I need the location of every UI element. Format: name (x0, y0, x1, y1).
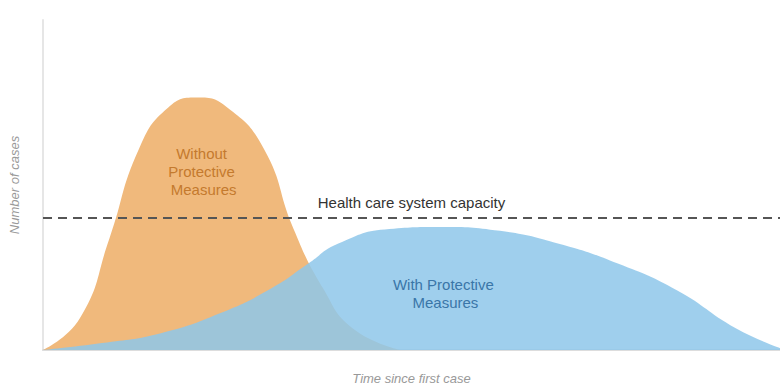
svg-text:Health care system capacity: Health care system capacity (318, 194, 506, 211)
svg-text:Time since first case: Time since first case (352, 371, 470, 386)
svg-text:Protective: Protective (168, 163, 239, 180)
svg-text:Measures: Measures (171, 181, 237, 198)
svg-text:Number of cases: Number of cases (7, 135, 22, 234)
svg-text:With Protective: With Protective (393, 276, 498, 293)
svg-text:Without: Without (176, 145, 231, 162)
svg-text:Measures: Measures (412, 294, 478, 311)
